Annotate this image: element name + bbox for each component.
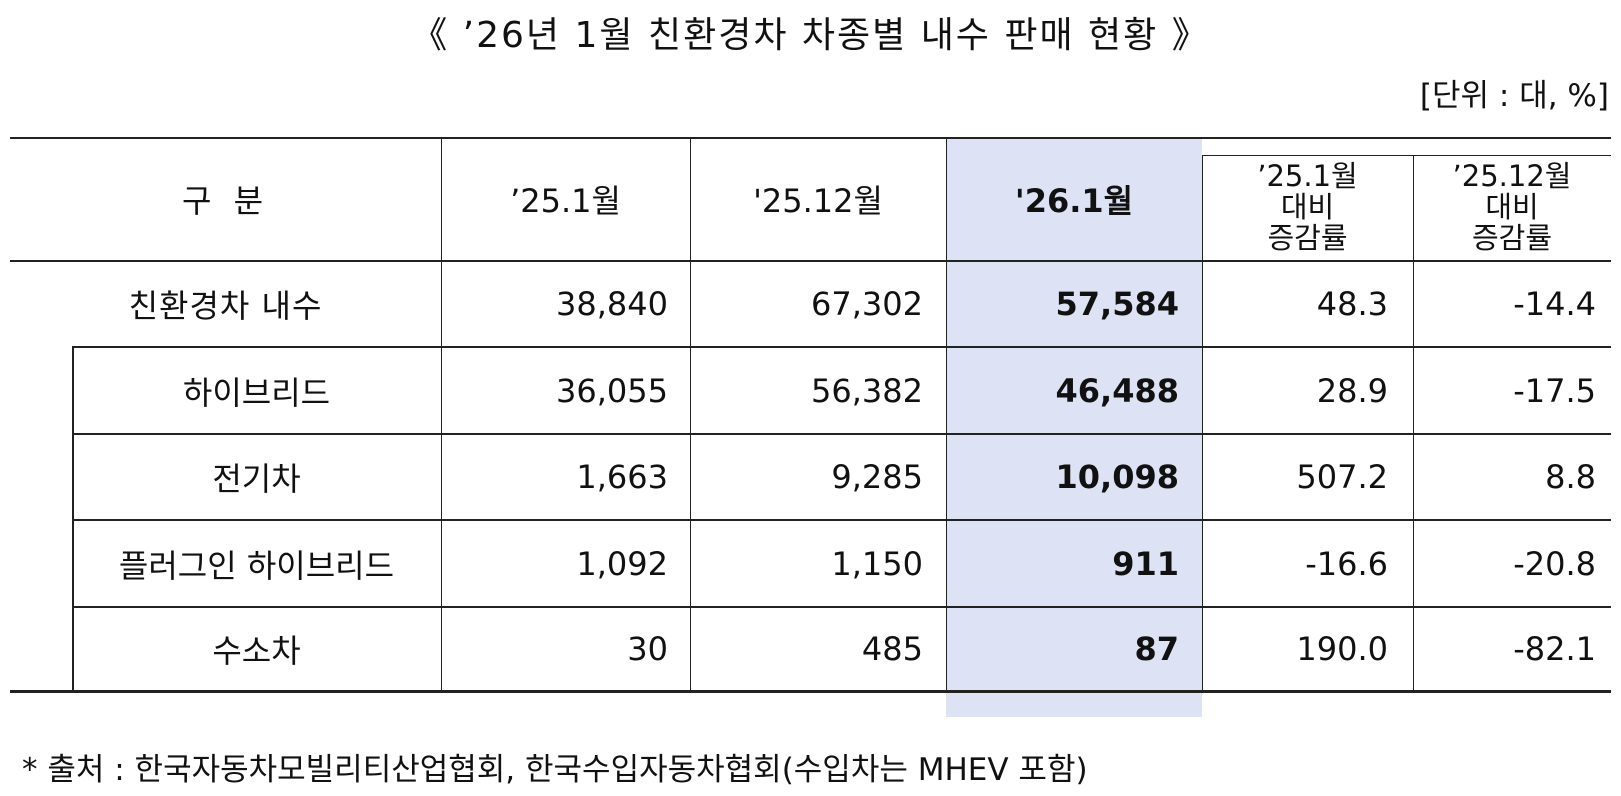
header-yoy: ’25.1월 대비 증감률 bbox=[1202, 155, 1413, 260]
header-yoy-line2: 대비 bbox=[1280, 190, 1335, 224]
row-label: 전기차 bbox=[212, 460, 301, 498]
cell-jan25: 1,663 bbox=[576, 458, 668, 496]
cell-yoy: 507.2 bbox=[1296, 458, 1388, 496]
cell-dec25: 485 bbox=[861, 630, 923, 668]
cell-yoy: 28.9 bbox=[1316, 371, 1388, 410]
row-label: 플러그인 하이브리드 bbox=[118, 546, 395, 585]
header-mom-line1: ’25.12월 bbox=[1452, 159, 1572, 193]
cell-yoy: 48.3 bbox=[1316, 285, 1388, 323]
cell-jan26: 10,098 bbox=[1055, 458, 1179, 496]
header-jan26: '26.1월 bbox=[1014, 181, 1134, 220]
header-jan25: ’25.1월 bbox=[510, 181, 621, 220]
cell-jan25: 36,055 bbox=[556, 371, 668, 410]
column-divider bbox=[1413, 155, 1414, 691]
sales-table: 구 분 ’25.1월 '25.12월 '26.1월 ’25.1월 대비 증감률 … bbox=[10, 137, 1611, 717]
cell-mom: -17.5 bbox=[1513, 371, 1596, 410]
indent-border bbox=[72, 346, 74, 691]
cell-jan26: 911 bbox=[1112, 544, 1179, 583]
row-label: 하이브리드 bbox=[182, 373, 331, 412]
source-note: * 출처 : 한국자동차모빌리티산업협회, 한국수입자동차협회(수입차는 MHE… bbox=[22, 752, 1088, 788]
header-mom-line2: 대비 bbox=[1485, 190, 1539, 224]
cell-dec25: 67,302 bbox=[811, 285, 923, 323]
table-bottom-border bbox=[10, 690, 1611, 693]
header-sub-top-border bbox=[1202, 155, 1611, 156]
page-title: 《 ’26년 1월 친환경차 차종별 내수 판매 현황 》 bbox=[411, 15, 1210, 56]
cell-jan26: 46,488 bbox=[1055, 371, 1179, 410]
header-mom-line3: 증감률 bbox=[1471, 221, 1553, 255]
cell-jan25: 38,840 bbox=[556, 285, 668, 323]
header-category: 구 분 bbox=[181, 181, 270, 220]
row-divider bbox=[72, 519, 1611, 521]
column-divider bbox=[946, 137, 947, 691]
column-divider bbox=[441, 137, 442, 691]
cell-jan25: 1,092 bbox=[576, 544, 668, 583]
header-mom: ’25.12월 대비 증감률 bbox=[1413, 155, 1611, 260]
header-bottom-border bbox=[10, 260, 1611, 262]
header-yoy-line3: 증감률 bbox=[1267, 221, 1348, 255]
cell-jan26: 87 bbox=[1134, 630, 1179, 668]
row-divider bbox=[72, 433, 1611, 435]
cell-dec25: 56,382 bbox=[811, 371, 923, 410]
header-dec25: '25.12월 bbox=[753, 181, 883, 220]
cell-mom: -14.4 bbox=[1513, 285, 1596, 323]
cell-yoy: 190.0 bbox=[1296, 630, 1388, 668]
header-yoy-line1: ’25.1월 bbox=[1257, 159, 1358, 193]
cell-jan25: 30 bbox=[627, 630, 668, 668]
cell-dec25: 9,285 bbox=[831, 458, 923, 496]
cell-mom: -82.1 bbox=[1513, 630, 1596, 668]
cell-dec25: 1,150 bbox=[831, 544, 923, 583]
row-divider bbox=[72, 606, 1611, 608]
column-divider bbox=[1202, 155, 1203, 691]
row-label: 수소차 bbox=[212, 632, 301, 670]
cell-yoy: -16.6 bbox=[1305, 544, 1388, 583]
table-top-border bbox=[10, 137, 1611, 139]
cell-mom: 8.8 bbox=[1545, 458, 1596, 496]
column-divider bbox=[690, 137, 691, 691]
row-label: 친환경차 내수 bbox=[128, 287, 323, 325]
unit-label: [단위 : 대, %] bbox=[1419, 78, 1609, 114]
cell-mom: -20.8 bbox=[1513, 544, 1596, 583]
cell-jan26: 57,584 bbox=[1055, 285, 1179, 323]
highlight-column bbox=[946, 137, 1202, 717]
row-divider bbox=[72, 346, 1611, 348]
